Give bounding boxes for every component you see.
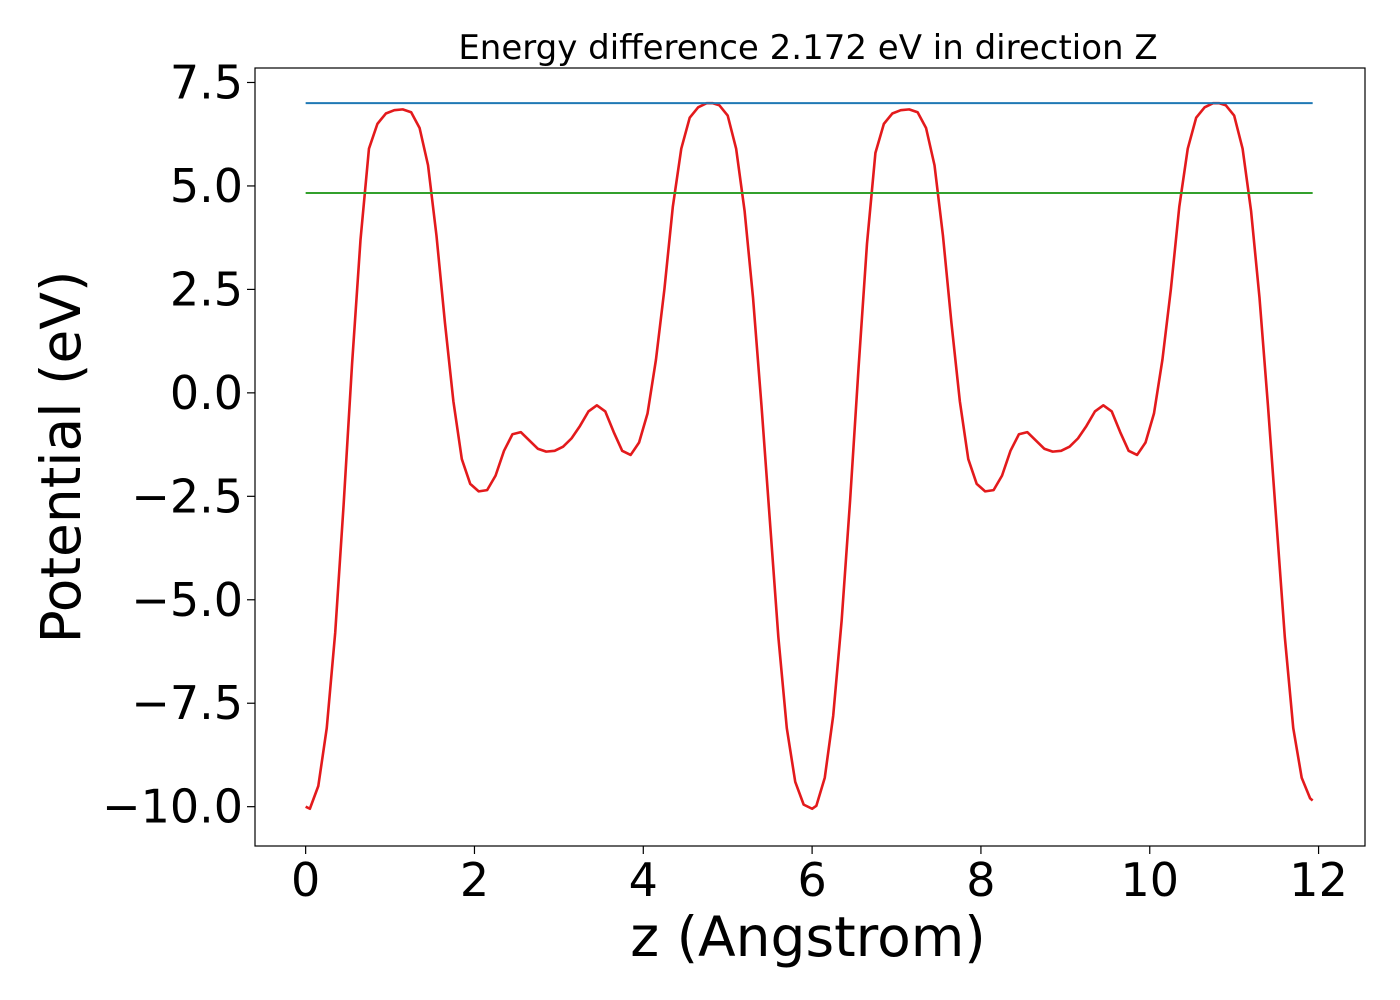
- y-tick-label: −2.5: [131, 469, 243, 523]
- y-axis-ticks: −10.0 −7.5 −5.0 −2.5 0.0 2.5 5.0 7.5: [102, 55, 255, 834]
- y-tick-label: 7.5: [170, 55, 243, 109]
- x-tick-label: 2: [460, 853, 489, 907]
- series-line-0: [305, 101, 1314, 811]
- y-tick-label: −10.0: [102, 780, 243, 834]
- x-tick-label: 10: [1120, 853, 1179, 907]
- y-tick-label: −7.5: [131, 676, 243, 730]
- x-tick-label: 4: [629, 853, 658, 907]
- chart-title: Energy difference 2.172 eV in direction …: [458, 28, 1157, 68]
- x-tick-label: 8: [966, 853, 995, 907]
- x-tick-label: 0: [291, 853, 320, 907]
- x-axis-label: z (Angstrom): [630, 905, 986, 969]
- x-axis-ticks: 0 2 4 6 8 10 12: [291, 846, 1348, 907]
- axes-frame: [254, 67, 1366, 847]
- x-tick-label: 6: [797, 853, 826, 907]
- y-tick-label: −5.0: [131, 573, 243, 627]
- y-tick-label: 2.5: [170, 262, 243, 316]
- y-tick-label: 5.0: [170, 159, 243, 213]
- y-tick-label: 0.0: [170, 366, 243, 420]
- series-layer: [305, 101, 1314, 811]
- x-tick-label: 12: [1289, 853, 1348, 907]
- y-axis-label: Potential (eV): [29, 271, 93, 644]
